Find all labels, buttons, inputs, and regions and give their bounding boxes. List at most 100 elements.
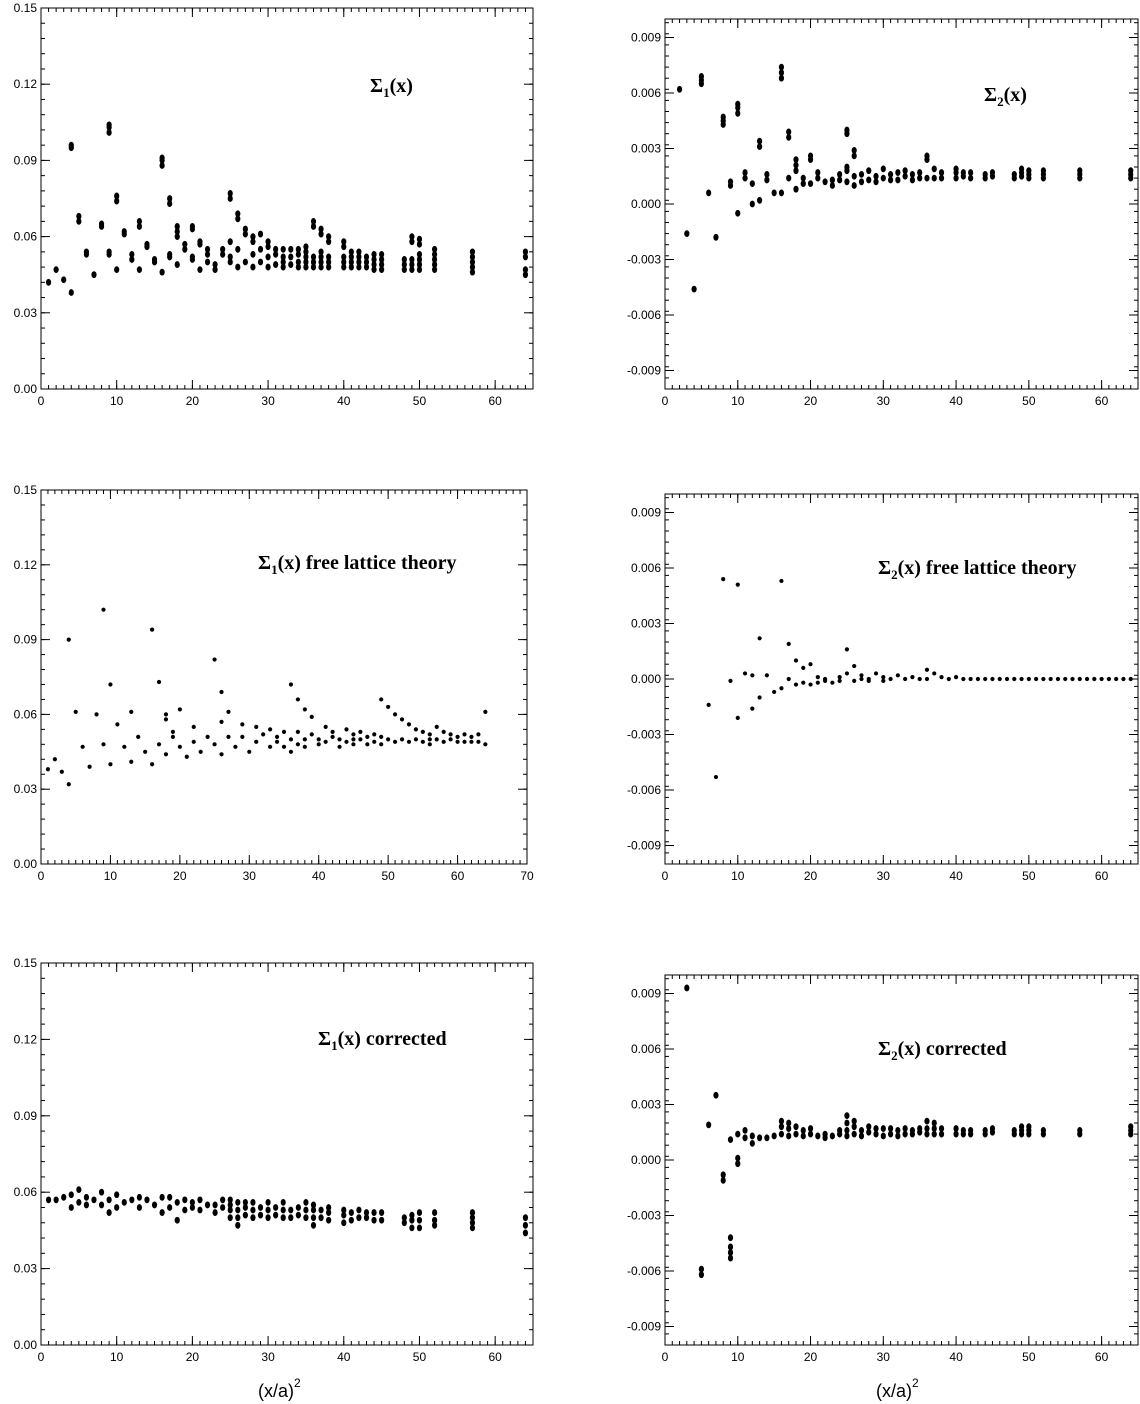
y-tick-label: 0.00 [14,382,38,396]
data-point [174,233,180,241]
data-point [793,167,799,175]
x-tick-label: 0 [38,869,45,883]
data-point [45,1196,52,1204]
data-point [189,1204,195,1211]
plot-frame [40,7,534,390]
data-point [337,737,342,742]
panel-title: Σ2(x) free lattice theory [878,557,1077,582]
data-point [379,256,385,263]
data-point [698,1271,704,1279]
data-point [295,697,300,702]
data-point [341,238,347,246]
data-point [250,250,256,258]
data-point [91,1196,97,1204]
x-minor-ticks [664,494,1139,864]
data-point [757,143,763,151]
data-point [432,266,438,274]
data-point [1055,676,1061,682]
data-point [902,1130,908,1138]
data-point [735,109,741,117]
x-minor-ticks [40,8,534,389]
data-point [170,734,176,739]
data-point [522,1229,529,1237]
data-point [932,671,937,676]
panel-title: Σ1(x) corrected [318,1028,447,1053]
data-point [295,742,300,747]
data-point [895,176,901,184]
data-point [356,263,362,271]
data-point [83,1193,90,1201]
data-point [975,676,981,682]
data-point [953,165,959,173]
data-point [265,243,271,251]
data-point [204,1201,211,1209]
data-point [727,1254,734,1262]
data-point [365,734,370,739]
data-point [815,675,820,680]
data-point [721,577,726,582]
y-tick-label: 0.06 [14,707,38,721]
data-point [807,1125,814,1132]
data-point [735,1154,741,1162]
data-point [409,1224,415,1232]
data-point [310,1221,317,1229]
data-point [432,1216,438,1224]
data-point [483,709,488,715]
data-point [844,1127,850,1134]
data-point [356,258,362,266]
data-point [808,682,813,687]
data-point [261,732,266,737]
data-point [713,233,719,241]
data-point [254,724,259,729]
data-point [348,1216,354,1224]
x-tick-label: 10 [110,1350,124,1364]
data-point [779,578,784,584]
data-point [114,1204,120,1211]
data-point [212,1201,218,1209]
data-point [858,178,865,186]
data-point [409,1216,415,1224]
data-point [45,278,52,286]
data-point [66,637,71,642]
data-point [182,1206,188,1214]
data-point [174,223,180,230]
data-point [880,174,886,182]
x-tick-label: 60 [1095,869,1109,883]
data-point [931,1125,937,1132]
y-tick-label: -0.003 [627,253,661,267]
data-point [235,1198,241,1206]
data-point [807,180,814,188]
data-point [98,220,105,228]
data-point [684,230,690,238]
y-tick-label: 0.009 [631,31,661,45]
y-tick-label: 0.12 [14,1032,38,1046]
data-point [427,742,432,747]
data-point [420,739,425,744]
data-point [212,261,218,268]
data-point [87,764,92,769]
data-point [931,165,937,173]
data-point [742,1127,748,1134]
data-point [924,152,930,160]
data-point [522,253,529,261]
data-point [281,729,287,734]
data-point [757,636,762,641]
data-point [858,1127,865,1134]
data-point [281,744,287,749]
data-point [881,675,886,680]
data-point [851,146,857,154]
y-tick-label: 0.15 [14,1,38,15]
data-point [302,744,307,749]
data-point [257,1204,264,1211]
data-point [786,128,792,136]
data-point [159,1193,165,1201]
y-tick-label: 0.000 [631,197,661,211]
data-points [706,577,1133,780]
data-point [344,727,349,732]
data-points [676,63,1134,293]
data-point [235,1221,241,1229]
x-tick-label: 20 [804,1350,818,1364]
data-point [242,1198,248,1206]
data-point [866,176,872,184]
